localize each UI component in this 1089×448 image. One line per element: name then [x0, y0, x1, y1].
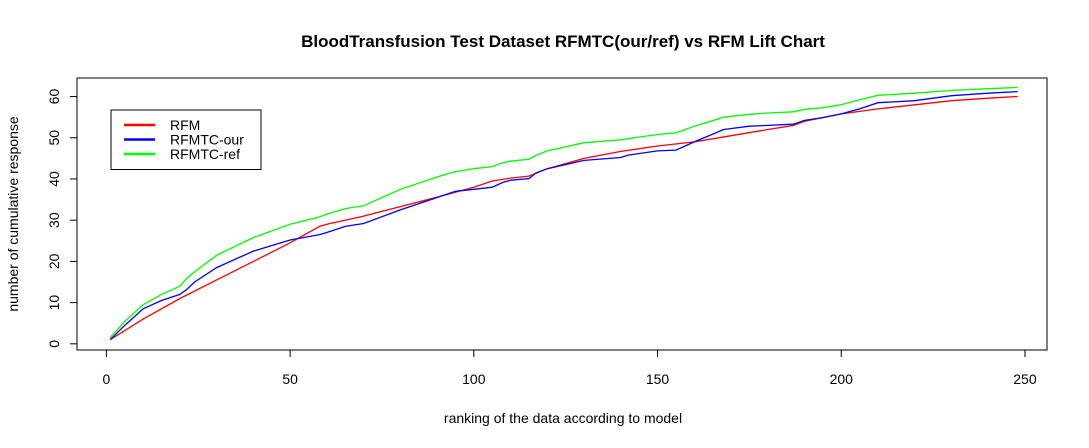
chart-title: BloodTransfusion Test Dataset RFMTC(our/… — [301, 32, 825, 51]
plot-frame — [76, 77, 1048, 351]
x-tick-label: 100 — [462, 371, 486, 387]
plot-area — [109, 86, 1018, 341]
y-tick-label: 60 — [46, 89, 62, 105]
y-tick-label: 20 — [46, 253, 62, 269]
y-tick-label: 50 — [46, 130, 62, 146]
legend-label: RFM — [170, 117, 200, 133]
y-tick-label: 10 — [46, 295, 62, 311]
x-tick-label: 250 — [1013, 371, 1037, 387]
y-tick-label: 40 — [46, 171, 62, 187]
series-line-rfmtc-our — [109, 90, 1018, 341]
x-tick-label: 0 — [102, 371, 110, 387]
x-tick-label: 50 — [282, 371, 298, 387]
y-axis-label: number of cumulative response — [5, 116, 21, 312]
x-tick-label: 200 — [830, 371, 854, 387]
y-tick-label: 0 — [46, 340, 62, 348]
axes: 0 50 100 150 200 250 0 10 20 30 40 50 60 — [46, 77, 1048, 387]
x-axis-label: ranking of the data according to model — [444, 410, 682, 426]
legend-label: RFMTC-our — [170, 132, 244, 148]
series-line-rfmtc-ref — [109, 86, 1018, 339]
legend-label: RFMTC-ref — [170, 146, 240, 162]
y-tick-label: 30 — [46, 212, 62, 228]
x-tick-label: 150 — [646, 371, 670, 387]
